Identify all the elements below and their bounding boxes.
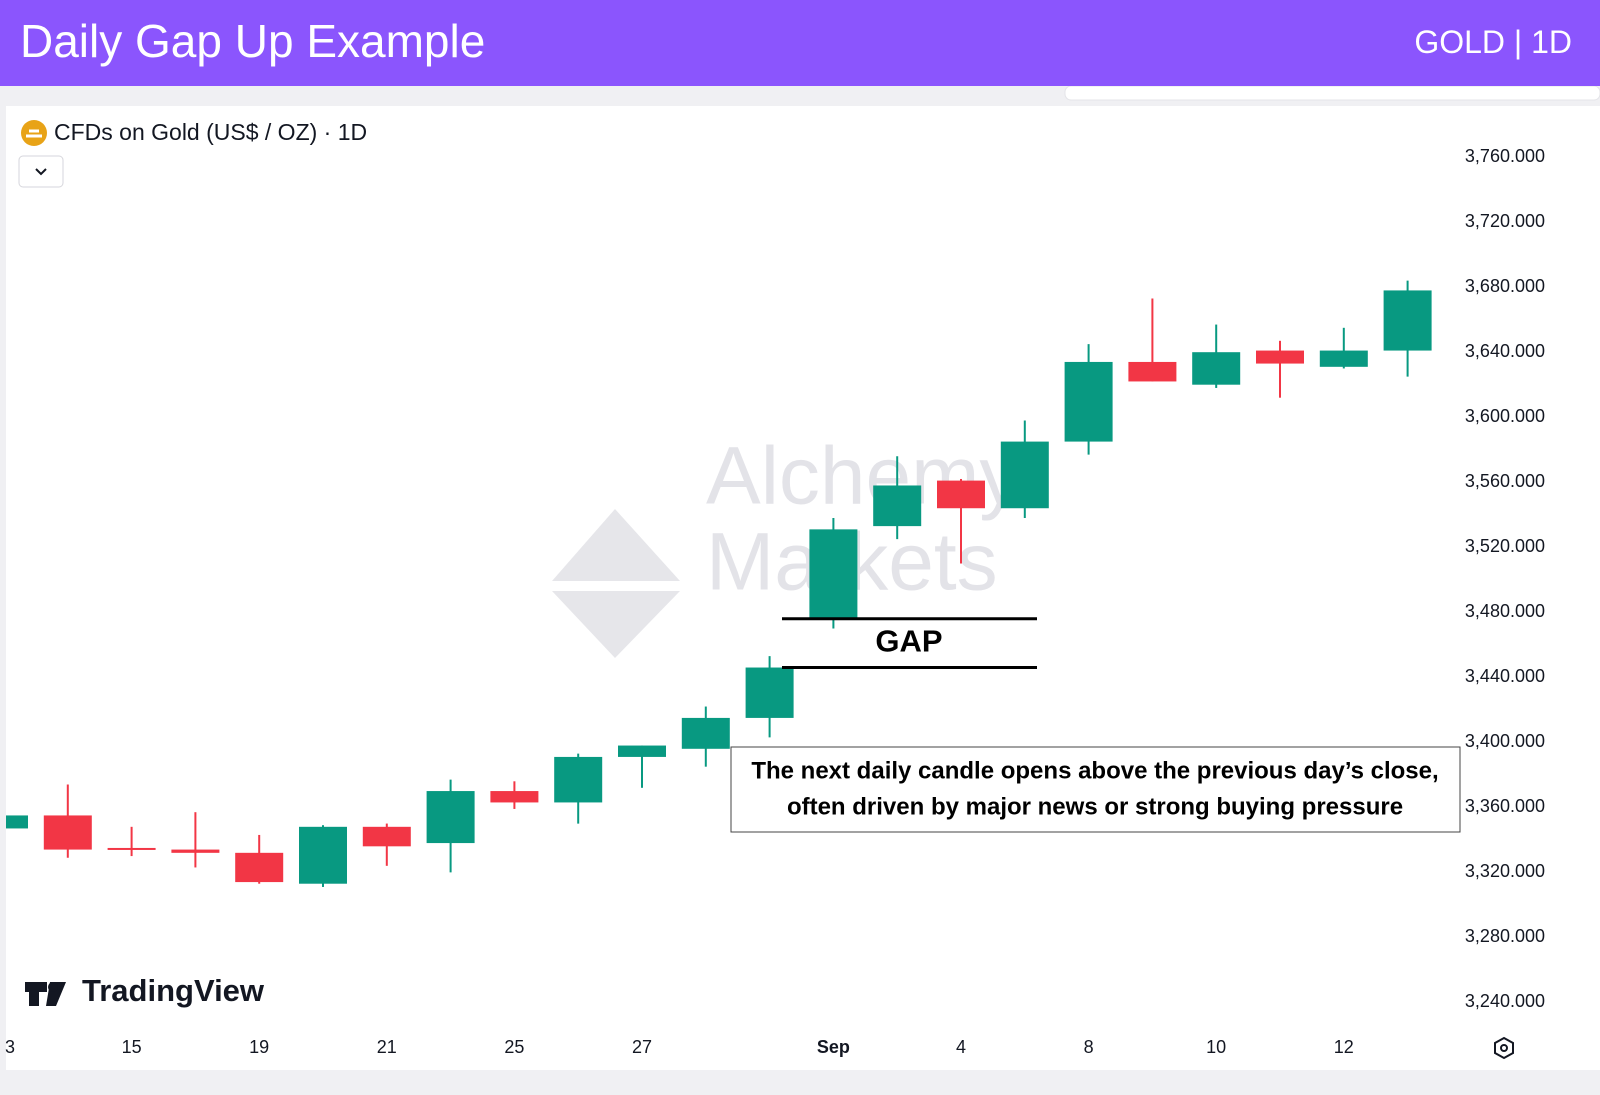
candle-body	[809, 529, 858, 619]
watermark-logo	[552, 509, 680, 658]
x-tick-label: 4	[956, 1037, 966, 1057]
y-tick-label: 3,560.000	[1465, 471, 1545, 491]
candle-body	[235, 852, 284, 883]
candle-body	[107, 847, 156, 850]
brand-logo-dot	[48, 982, 58, 992]
candle-body	[299, 826, 347, 884]
y-tick-label: 3,360.000	[1465, 796, 1545, 816]
candle-body	[1064, 361, 1113, 442]
symbol-icon	[21, 120, 47, 146]
y-tick-label: 3,520.000	[1465, 536, 1545, 556]
x-tick-label: Sep	[817, 1037, 850, 1057]
y-tick-label: 3,400.000	[1465, 731, 1545, 751]
header: Daily Gap Up Example GOLD | 1D	[0, 0, 1600, 86]
candle-body	[873, 485, 922, 527]
y-tick-label: 3,440.000	[1465, 666, 1545, 686]
y-tick-label: 3,280.000	[1465, 926, 1545, 946]
candle-body	[1383, 290, 1432, 351]
candle-body	[362, 826, 411, 847]
y-tick-label: 3,680.000	[1465, 276, 1545, 296]
annotation-text: often driven by major news or strong buy…	[787, 793, 1403, 820]
settings-icon-center	[1500, 1044, 1508, 1052]
annotation-box	[730, 746, 1461, 833]
x-tick-label: 3	[5, 1037, 15, 1057]
settings-icon[interactable]	[1494, 1036, 1514, 1060]
candle-body	[426, 791, 475, 844]
watermark: AlchemyMarkets	[706, 431, 1020, 608]
x-tick-label: 12	[1334, 1037, 1354, 1057]
candle-body	[1128, 361, 1177, 382]
x-tick-label: 15	[122, 1037, 142, 1057]
candle-body	[490, 791, 539, 803]
chart: AlchemyMarkets CFDs on Gold (US$ / OZ) ·…	[0, 86, 1600, 1095]
collapse-icon	[35, 168, 47, 176]
x-tick-label: 27	[632, 1037, 652, 1057]
candle-body	[745, 667, 794, 718]
y-tick-label: 3,720.000	[1465, 211, 1545, 231]
toolbar-edge	[1064, 86, 1600, 101]
chart-panel	[6, 106, 1600, 1070]
candle-body	[618, 745, 666, 757]
plot-area	[6, 280, 1432, 887]
gap-label: GAP	[875, 623, 942, 658]
y-tick-label: 3,240.000	[1465, 991, 1545, 1011]
brand-name: TradingView	[82, 973, 265, 1008]
y-tick-label: 3,640.000	[1465, 341, 1545, 361]
candle-body	[681, 717, 730, 749]
candle-body	[554, 756, 603, 803]
header-tag: GOLD | 1D	[1414, 24, 1572, 60]
y-tick-label: 3,600.000	[1465, 406, 1545, 426]
header-title: Daily Gap Up Example	[20, 15, 486, 67]
annotation-text: The next daily candle opens above the pr…	[751, 757, 1438, 784]
x-tick-label: 19	[249, 1037, 269, 1057]
collapse-button[interactable]	[18, 155, 64, 188]
x-tick-label: 10	[1206, 1037, 1226, 1057]
y-tick-label: 3,480.000	[1465, 601, 1545, 621]
x-tick-label: 25	[504, 1037, 524, 1057]
candle-body	[1192, 352, 1241, 385]
y-tick-label: 3,320.000	[1465, 861, 1545, 881]
symbol-title: CFDs on Gold (US$ / OZ) · 1D	[54, 119, 367, 145]
x-tick-label: 8	[1084, 1037, 1094, 1057]
candle-body	[1256, 350, 1304, 364]
symbol-icon-glyph	[26, 129, 42, 138]
y-tick-label: 3,760.000	[1465, 146, 1545, 166]
candle-body	[43, 815, 92, 850]
overlay: GAP The next daily candle opens above the…	[730, 617, 1461, 833]
candle-body	[1319, 350, 1368, 367]
x-tick-label: 21	[377, 1037, 397, 1057]
candle-body	[6, 815, 28, 829]
candle-body	[171, 849, 220, 853]
candle-body	[1000, 441, 1049, 509]
candle-body	[937, 480, 985, 509]
